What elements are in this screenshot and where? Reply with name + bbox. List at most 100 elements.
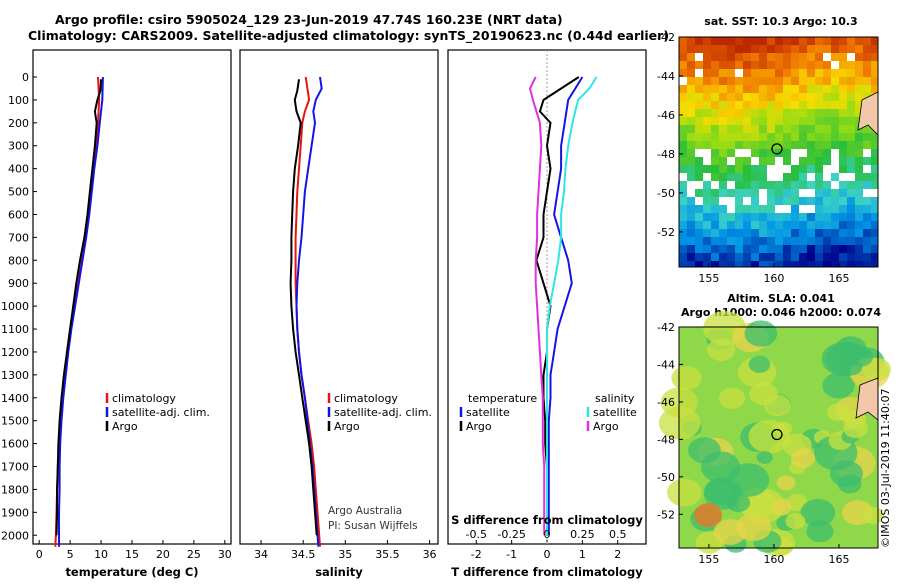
sst-cell [863,61,871,69]
sst-cell [767,213,775,221]
sst-cell [743,189,751,197]
sst-cell [823,93,831,101]
sst-cell [871,197,878,205]
sla-blob [837,474,862,494]
sst-cell [727,85,735,93]
sst-cell [767,61,775,69]
legend-label: climatology [112,392,176,405]
sst-cell [855,77,863,85]
sst-cell [727,77,735,85]
sst-cell [855,157,863,165]
series-line-salinity-argo [528,76,546,536]
sst-cell [767,173,775,181]
sst-cell [783,141,791,149]
sst-cell [703,101,711,109]
map-y-tick-label: -48 [657,148,675,161]
sst-cell [799,261,807,267]
x-tick-label: -1 [506,548,517,561]
sst-cell [679,53,687,61]
sst-cell [839,229,847,237]
legend-label: satellite [593,406,637,419]
sst-cell [847,149,855,157]
sst-cell [799,141,807,149]
sst-cell [831,149,839,157]
sst-cell [831,245,839,253]
sst-cell [823,101,831,109]
sst-cell [839,53,847,61]
sst-cell [775,157,783,165]
sst-cell [711,37,719,45]
sst-cell [743,197,751,205]
sst-cell [751,205,759,213]
sst-cell [823,77,831,85]
sst-cell [871,245,878,253]
sst-cell [823,85,831,93]
sst-cell [871,165,878,173]
sst-cell [687,141,695,149]
sst-cell [815,173,823,181]
sst-cell [695,101,703,109]
sst-cell [775,133,783,141]
sst-cell [815,117,823,125]
map-y-tick-label: -48 [657,433,675,446]
sst-cell [815,85,823,93]
sst-cell [863,149,871,157]
sla-blob [862,357,892,381]
sst-cell [759,189,767,197]
imos-watermark: ©IMOS 03-Jul-2019 11:40:07 [879,388,892,548]
sst-cell [839,221,847,229]
sst-cell [863,125,871,133]
sst-cell [831,109,839,117]
depth-tick-label: 600 [8,208,29,221]
sst-cell [743,141,751,149]
sst-cell [719,69,727,77]
sst-cell [711,69,719,77]
sst-cell [759,109,767,117]
sst-cell [815,181,823,189]
sst-cell [863,77,871,85]
sst-cell [775,93,783,101]
difference-xlabel: T difference from climatology [451,565,643,579]
sst-cell [839,253,847,261]
sst-cell [767,77,775,85]
map-x-tick-label: 160 [763,553,784,566]
sst-cell [759,245,767,253]
sst-cell [807,69,815,77]
sst-cell [815,149,823,157]
sst-cell [767,125,775,133]
sst-cell [871,157,878,165]
sst-cell [703,109,711,117]
x-tick-label: 25 [187,548,201,561]
sst-cell [687,149,695,157]
map-y-tick-label: -42 [657,31,675,44]
sst-cell [767,157,775,165]
sst-cell [799,69,807,77]
depth-tick-label: 300 [8,140,29,153]
sst-cell [799,157,807,165]
sst-cell [799,77,807,85]
sst-cell [783,109,791,117]
sst-cell [791,61,799,69]
map-x-tick-label: 155 [698,272,719,285]
sst-cell [767,109,775,117]
sst-cell [767,261,775,267]
sst-cell [807,61,815,69]
sst-cell [727,101,735,109]
sst-cell [759,69,767,77]
sst-cell [695,157,703,165]
sst-cell [807,85,815,93]
sst-cell [823,133,831,141]
depth-tick-label: 1000 [1,300,29,313]
sst-cell [735,141,743,149]
map-y-tick-label: -42 [657,321,675,334]
sst-cell [847,237,855,245]
sst-cell [783,165,791,173]
sst-cell [815,229,823,237]
sst-cell [703,117,711,125]
sst-cell [839,85,847,93]
sst-cell [719,149,727,157]
sst-cell [855,221,863,229]
sst-cell [831,53,839,61]
sst-cell [799,245,807,253]
map-y-tick-label: -44 [657,358,675,371]
